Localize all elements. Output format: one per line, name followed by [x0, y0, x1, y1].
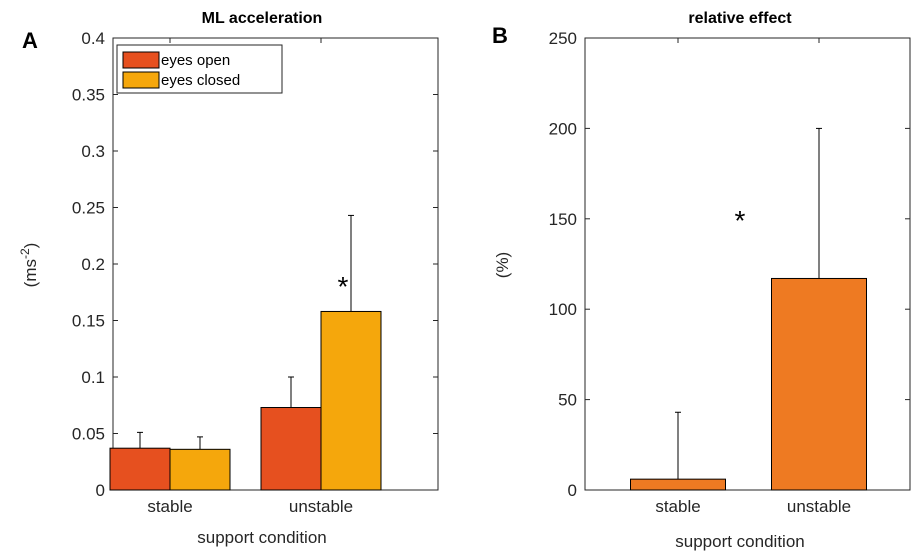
bar-b-stable-s0: [630, 478, 726, 491]
legend: eyes open eyes closed: [116, 44, 283, 94]
plot-layer: 0 0.05 0.1 0.15 0.2 0.25 0.3 0.35 0.4 stable unsta…: [72, 29, 911, 516]
panel-a-ytick-label: 0: [96, 481, 105, 500]
panel-a-ytick-label: 0.4: [81, 29, 105, 48]
significance-star-b: *: [735, 205, 746, 236]
panel-a-xlabel: support condition: [197, 528, 326, 547]
legend-swatch-eyes-closed: [122, 71, 160, 89]
panel-a-ytick-label: 0.35: [72, 86, 105, 105]
panel-a-xtick-label-stable: stable: [147, 497, 192, 516]
panel-b-ylabel: (%): [493, 252, 512, 278]
panel-b-ytick-label: 200: [549, 119, 577, 138]
panel-a-ytick-label: 0.3: [81, 142, 105, 161]
panel-b-xtick-label-stable: stable: [655, 497, 700, 516]
legend-label-eyes-open: eyes open: [161, 52, 230, 69]
panel-a-ytick-label: 0.15: [72, 312, 105, 331]
bar-b-unstable-s0: [771, 277, 867, 491]
significance-star-a: *: [338, 271, 349, 302]
panel-a-ylabel: (ms-2): [18, 243, 40, 288]
panel-a-letter: A: [22, 28, 38, 53]
panel-b-ytick-label: 50: [558, 391, 577, 410]
legend-label-eyes-closed: eyes closed: [161, 72, 240, 89]
panel-a-title: ML acceleration: [202, 10, 323, 27]
panel-b-letter: B: [492, 23, 508, 48]
panel-b-ytick-label: 0: [568, 481, 577, 500]
panel-a-xtick-label-unstable: unstable: [289, 497, 353, 516]
bar-a-unstable-s0: [260, 407, 322, 491]
panel-a-ytick-label: 0.2: [81, 255, 105, 274]
panel-b-title: relative effect: [688, 10, 792, 27]
panel-b-axes-box: [584, 37, 911, 491]
panel-a-ytick-label: 0.25: [72, 199, 105, 218]
panel-a-ytick-label: 0.1: [81, 368, 105, 387]
bar-a-stable-s1: [169, 448, 231, 491]
panel-a-ytick-label: 0.05: [72, 425, 105, 444]
panel-b-ytick-label: 100: [549, 300, 577, 319]
panel-b-xtick-label-unstable: unstable: [787, 497, 851, 516]
panel-b-ytick-label: 150: [549, 210, 577, 229]
panel-b-ytick-label: 250: [549, 29, 577, 48]
legend-swatch-eyes-open: [122, 51, 160, 69]
panel-b-xlabel: support condition: [675, 532, 804, 551]
bar-a-unstable-s1: [320, 310, 382, 491]
bar-a-stable-s0: [109, 447, 171, 491]
